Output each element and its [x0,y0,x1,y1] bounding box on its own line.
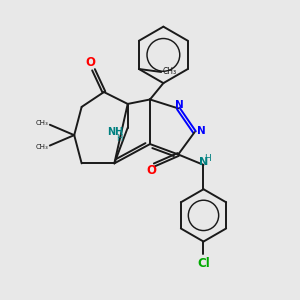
Text: Cl: Cl [197,257,210,270]
Text: CH₃: CH₃ [163,68,177,76]
Text: H: H [204,154,210,163]
Text: CH₃: CH₃ [36,120,48,126]
Text: H: H [116,134,123,142]
Text: N: N [197,126,206,136]
Text: N: N [199,157,208,167]
Text: NH: NH [107,127,123,137]
Text: O: O [85,56,96,69]
Text: O: O [146,164,157,177]
Text: N: N [175,100,184,110]
Text: CH₃: CH₃ [36,144,48,150]
